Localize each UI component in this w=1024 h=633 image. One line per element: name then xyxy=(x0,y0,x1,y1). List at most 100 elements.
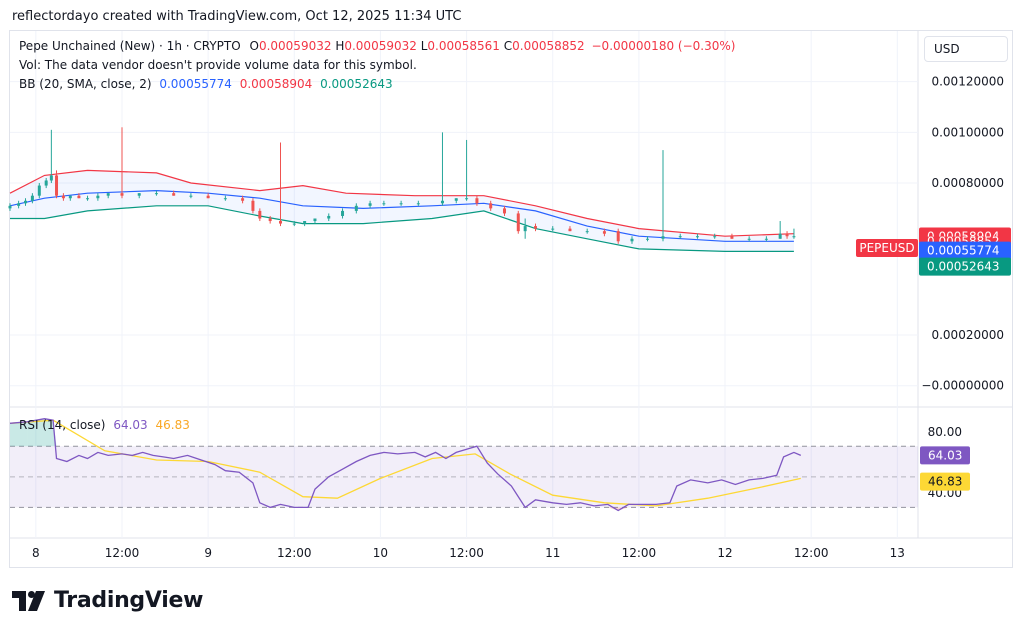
candle-body xyxy=(251,200,255,211)
low-label: L xyxy=(420,39,428,53)
candle-body xyxy=(341,210,345,216)
time-tick-label: 12:00 xyxy=(449,546,484,560)
candle-body xyxy=(730,236,734,239)
bb-lower-price-tag-bg xyxy=(919,257,1011,276)
chart-caption: reflectordayo created with TradingView.c… xyxy=(12,9,462,24)
candle-body xyxy=(489,203,493,209)
candle-body xyxy=(120,193,124,196)
rsi-label: RSI (14, close) xyxy=(19,418,106,432)
candle-body xyxy=(695,236,699,238)
candle-body xyxy=(303,221,307,224)
candle-body xyxy=(713,236,717,238)
price-tick-label: 0.00120000 xyxy=(931,75,1004,89)
candle-body xyxy=(516,213,520,232)
candle-body xyxy=(568,228,572,232)
candle-body xyxy=(279,221,283,224)
candle-body xyxy=(778,233,782,239)
rsi-ma-value-tag: 46.83 xyxy=(928,475,962,489)
change-value: −0.00000180 (−0.30%) xyxy=(591,39,736,53)
chart-frame[interactable] xyxy=(9,30,1013,568)
rsi-overbought-fill xyxy=(44,418,54,447)
candle-body xyxy=(678,236,682,238)
bb-basis-price-tag: 0.00055774 xyxy=(927,244,1000,258)
rsi-tick-label: 80.00 xyxy=(928,425,962,439)
candle-body xyxy=(258,210,262,219)
candle-body xyxy=(44,180,48,186)
tradingview-logo-icon xyxy=(12,590,45,611)
candle-body xyxy=(61,195,65,199)
high-label: H xyxy=(335,39,345,53)
candle-body xyxy=(465,198,469,200)
candle-body xyxy=(534,226,538,229)
price-tick-label: 0.00020000 xyxy=(931,328,1004,342)
candle-body xyxy=(77,195,81,199)
candle-body xyxy=(785,233,789,237)
currency-button[interactable]: USD xyxy=(924,36,1008,62)
volume-legend: Vol: The data vendor doesn't provide vol… xyxy=(19,58,417,72)
candle-body xyxy=(645,238,649,240)
price-tick-label: −0.00000000 xyxy=(921,379,1004,393)
bb-lower-price-tag: 0.00052643 xyxy=(927,260,1000,274)
candle-body xyxy=(268,218,272,222)
bb-lower-line xyxy=(10,205,794,252)
candle-body xyxy=(37,185,41,196)
rsi-value-tag-bg xyxy=(920,446,970,465)
bollinger-band-fill xyxy=(10,170,794,252)
candle-body xyxy=(223,198,227,200)
tradingview-brand[interactable]: TradingView xyxy=(12,588,203,613)
time-tick-label: 9 xyxy=(204,546,212,560)
rsi-ma-value-tag-bg xyxy=(920,472,970,491)
rsi-oversold-fill xyxy=(618,507,629,511)
rsi-overbought-fill xyxy=(27,418,45,447)
price-tick-label: 0.00080000 xyxy=(931,176,1004,190)
rsi-ma-line xyxy=(9,419,801,507)
brand-name: TradingView xyxy=(54,588,204,613)
candle-body xyxy=(137,193,141,196)
candle-body xyxy=(86,198,90,200)
candle-body xyxy=(764,238,768,240)
bb-lower-value: 0.00052643 xyxy=(320,77,393,91)
candle-body xyxy=(206,195,210,199)
open-label: O xyxy=(249,39,259,53)
candle-body xyxy=(49,175,53,181)
candle-body xyxy=(172,193,176,196)
bb-upper-line xyxy=(9,169,794,237)
candle-body xyxy=(551,228,555,230)
candle-body xyxy=(585,231,589,233)
candle-body xyxy=(68,195,72,199)
candle-body xyxy=(454,198,458,201)
candle-body xyxy=(154,193,158,195)
bb-basis-line xyxy=(9,189,794,242)
ticker-tag: PEPEUSD xyxy=(859,241,914,255)
candle-body xyxy=(327,215,331,219)
bb-label: BB (20, SMA, close, 2) xyxy=(19,77,152,91)
candle-body xyxy=(368,203,372,206)
symbol-legend: Pepe Unchained (New) · 1h · CRYPTO O0.00… xyxy=(19,39,735,53)
time-tick-label: 13 xyxy=(890,546,905,560)
time-tick-label: 12:00 xyxy=(622,546,657,560)
candle-body xyxy=(440,200,444,204)
rsi-value: 64.03 xyxy=(113,418,148,432)
price-tick-label: 0.00100000 xyxy=(931,125,1004,139)
bb-legend: BB (20, SMA, close, 2) 0.00055774 0.0005… xyxy=(19,77,393,91)
candle-body xyxy=(96,195,100,199)
candle-body xyxy=(630,238,634,242)
bb-upper-value: 0.00058904 xyxy=(239,77,313,91)
candle-body xyxy=(661,236,665,239)
candle-body xyxy=(30,195,34,201)
candle-body xyxy=(24,200,28,204)
candle-body xyxy=(106,193,110,196)
time-tick-label: 12:00 xyxy=(105,546,140,560)
candle-body xyxy=(502,208,506,214)
candle-body xyxy=(747,238,751,240)
high-value: 0.00059032 xyxy=(344,39,417,53)
rsi-overbought-fill xyxy=(10,421,28,447)
rsi-legend: RSI (14, close) 64.03 46.83 xyxy=(19,418,190,432)
rsi-line xyxy=(9,418,802,512)
time-tick-label: 10 xyxy=(373,546,388,560)
candle-body xyxy=(354,205,358,211)
candle-body xyxy=(792,236,796,238)
candle-body xyxy=(241,198,245,201)
candle-body xyxy=(8,205,12,209)
